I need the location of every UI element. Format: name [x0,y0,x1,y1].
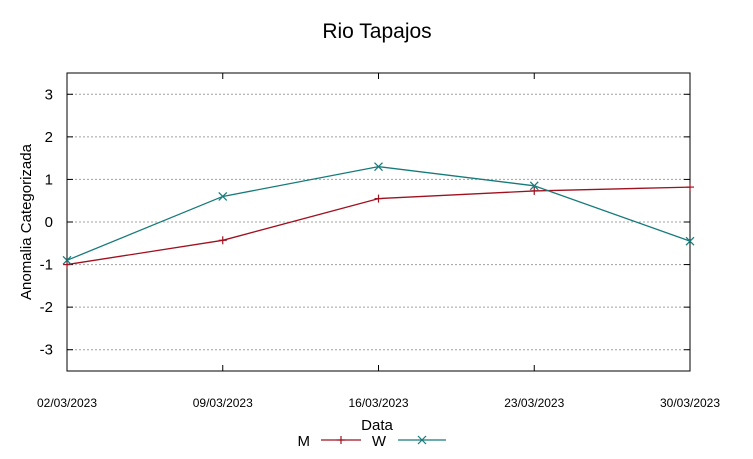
x-tick-label: 09/03/2023 [193,396,253,410]
x-tick-label: 23/03/2023 [504,396,564,410]
x-tick-label: 16/03/2023 [348,396,408,410]
data-point-m [63,260,71,269]
y-tick-label: 0 [45,214,53,231]
legend-marker-w [417,435,427,445]
data-point-w [685,236,695,246]
x-tick-label: 02/03/2023 [37,396,97,410]
y-tick-label: 3 [45,86,53,103]
y-tick-label: -3 [40,342,53,359]
data-point-w [62,255,72,265]
y-tick-label: -1 [40,257,53,274]
x-axis: 02/03/2023 09/03/2023 16/03/2023 23/03/2023… [37,73,720,410]
legend-label-w: W [372,433,387,450]
y-axis-label: Anomalia Categorizada [18,143,35,300]
legend-label-m: M [298,433,311,450]
chart-title: Rio Tapajos [322,20,431,43]
data-point-w [218,192,228,201]
y-tick-label: 1 [45,171,53,188]
data-point-m [218,236,227,245]
data-point-w [374,162,383,172]
series-line-w [66,165,691,261]
series-group [62,162,695,269]
x-axis-label: Data [361,417,393,434]
data-point-w [529,181,539,191]
x-tick-label: 30/03/2023 [660,396,720,410]
y-tick-label: 2 [45,129,53,146]
data-point-m [530,186,539,195]
data-point-m [686,183,694,192]
data-point-m [374,194,383,203]
legend-marker-m [337,436,345,444]
y-tick-label: -2 [40,299,53,316]
